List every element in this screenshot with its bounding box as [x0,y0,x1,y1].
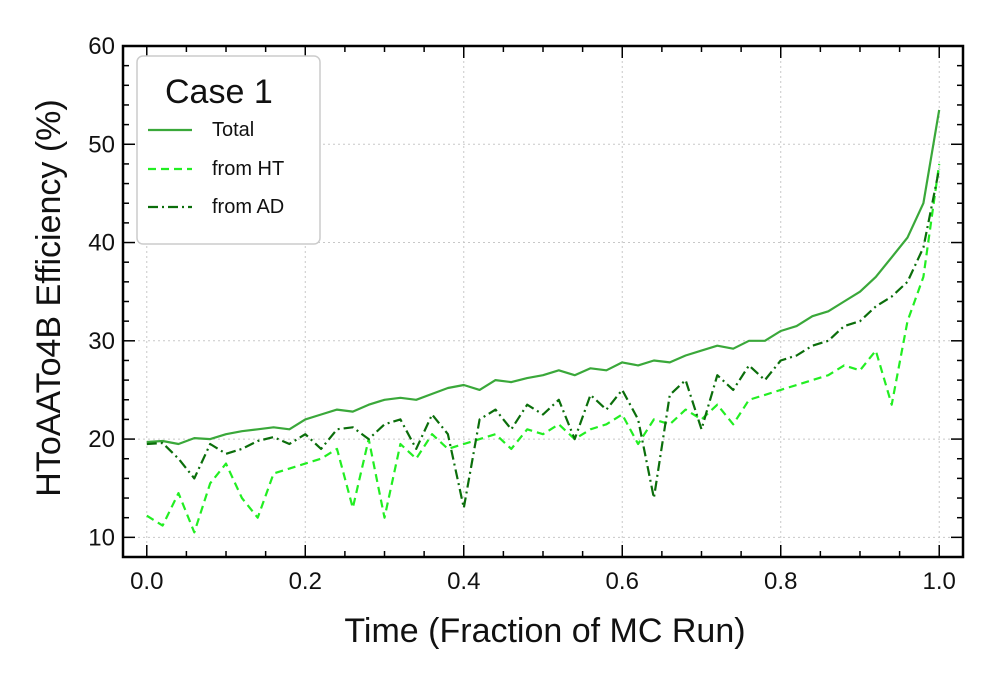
series-layer [146,109,941,534]
y-tick-label: 60 [88,33,115,60]
x-tick-label: 0.6 [606,568,639,595]
x-tick-label: 0.4 [447,568,480,595]
x-tick-label: 0.8 [764,568,797,595]
grid-layer [123,45,963,557]
legend-title: Case 1 [165,73,273,111]
series-line-total [146,109,941,446]
y-tick-label: 10 [88,524,115,551]
y-tick-label: 50 [88,131,115,158]
legend-label-from-ad: from AD [212,196,284,218]
x-tick-label: 0.2 [289,568,322,595]
y-tick-label: 20 [88,426,115,453]
x-tick-label: 0.0 [130,568,163,595]
legend-label-from-ht: from HT [212,158,284,180]
y-tick-label: 30 [88,328,115,355]
x-axis-title: Time (Fraction of MC Run) [344,612,745,650]
y-axis-title: HToAATo4B Efficiency (%) [30,99,68,496]
legend: Case 1 Total from HT from AD [136,55,321,245]
series-line-from-ht [146,163,941,534]
x-tick-label: 1.0 [923,568,956,595]
axes-layer: 0.0 0.2 0.4 0.6 0.8 1.0 10 20 30 40 50 60 [88,33,965,595]
y-tick-label: 40 [88,230,115,257]
series-line-from-ad [146,168,941,509]
legend-label-total: Total [212,119,254,141]
legend-box [136,55,321,245]
